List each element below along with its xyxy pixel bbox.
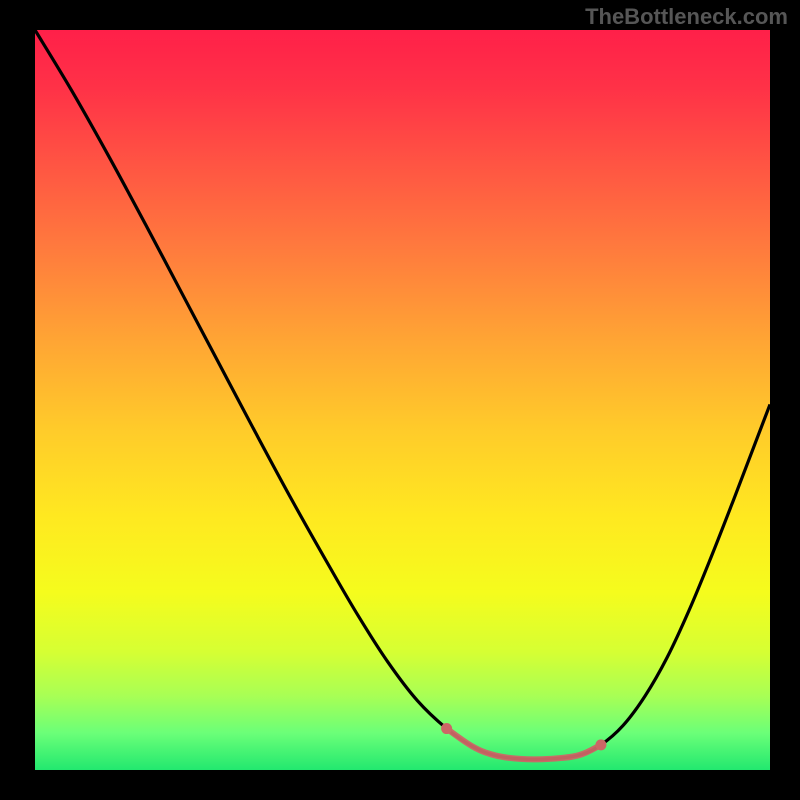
gradient-background [35,30,770,770]
endpoint-dot [441,723,452,734]
endpoint-dot [595,739,606,750]
watermark-text: TheBottleneck.com [585,4,788,30]
chart-container: TheBottleneck.com [0,0,800,800]
bottleneck-chart [0,0,800,800]
